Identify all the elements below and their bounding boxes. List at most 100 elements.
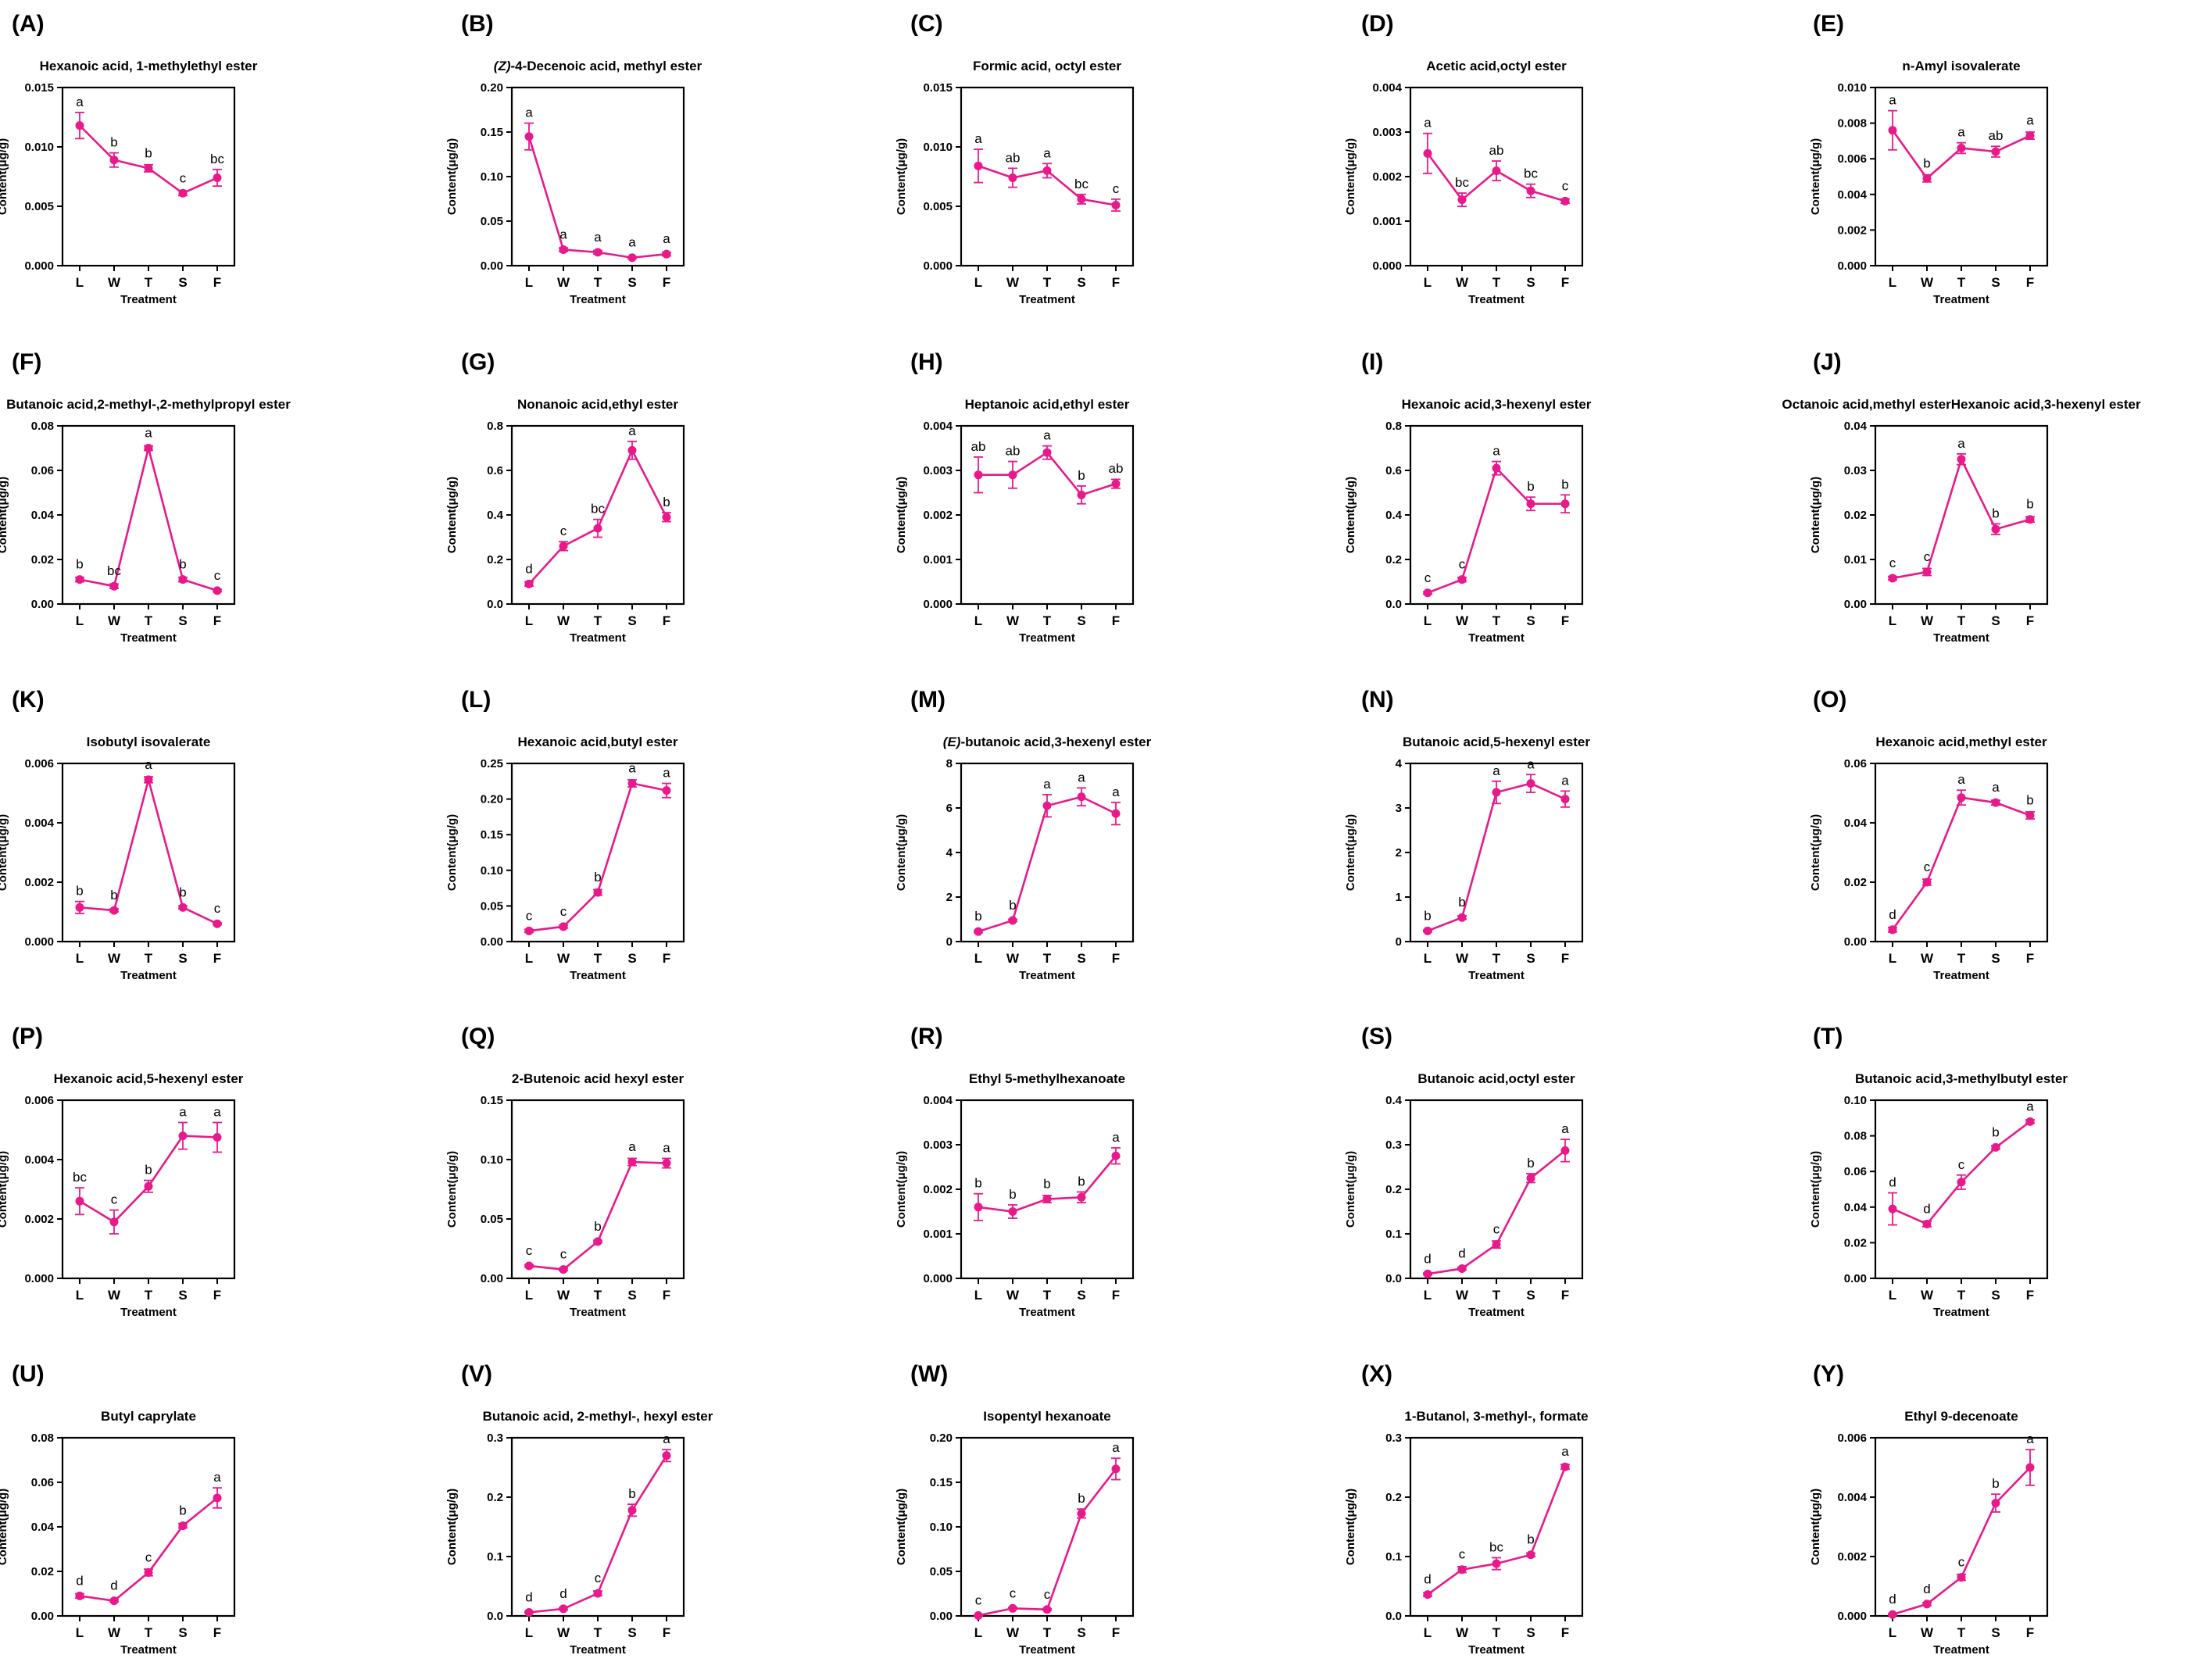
data-point bbox=[1423, 1590, 1432, 1600]
y-tick-label: 0.10 bbox=[1844, 1094, 1867, 1107]
data-point bbox=[1111, 1151, 1121, 1160]
y-tick-label: 0.1 bbox=[1385, 1228, 1402, 1241]
chart-panel: (U) Butyl caprylate 0.00 0.02 0.04 0.06 0.08 L W… bbox=[0, 1361, 236, 1657]
data-point bbox=[1957, 1573, 1966, 1582]
data-point bbox=[627, 253, 637, 263]
data-point bbox=[2025, 515, 2035, 524]
chart-title: Hexanoic acid, 1-methylethyl ester bbox=[40, 59, 258, 73]
x-tick-label: F bbox=[1561, 951, 1569, 966]
significance-letter: c bbox=[214, 568, 221, 583]
significance-letter: d bbox=[110, 1578, 117, 1593]
panel-tag: (F) bbox=[12, 349, 41, 375]
y-tick-label: 0.00 bbox=[481, 259, 503, 273]
y-axis-title: Content(μg/g) bbox=[895, 138, 908, 215]
x-tick-label: F bbox=[1112, 613, 1120, 628]
significance-letter: a bbox=[1492, 763, 1500, 778]
y-tick-label: 0.10 bbox=[481, 1153, 503, 1167]
data-point bbox=[213, 1133, 222, 1142]
x-tick-label: F bbox=[2026, 1625, 2034, 1640]
x-tick-label: W bbox=[1921, 1625, 1934, 1640]
significance-letter: ab bbox=[1989, 128, 2004, 143]
y-tick-label: 0.4 bbox=[487, 509, 504, 522]
plot-frame bbox=[1874, 86, 2049, 267]
x-tick-label: L bbox=[1424, 1288, 1432, 1303]
y-tick-label: 0.000 bbox=[24, 935, 54, 949]
x-axis-title: Treatment bbox=[570, 1306, 626, 1319]
significance-letter: a bbox=[663, 1432, 670, 1446]
x-axis-title: Treatment bbox=[120, 293, 177, 306]
y-tick-label: 0.0 bbox=[1385, 1272, 1402, 1285]
data-point bbox=[178, 903, 188, 912]
significance-letter: b bbox=[1992, 1124, 1999, 1139]
significance-letter: a bbox=[1043, 145, 1051, 160]
significance-letter: a bbox=[559, 227, 567, 241]
y-axis-title: Content(μg/g) bbox=[1809, 1151, 1822, 1228]
y-tick-label: 2 bbox=[946, 891, 953, 904]
chart-panel: (K) Isobutyl isovalerate 0.000 0.002 0.004 0.… bbox=[0, 687, 236, 982]
y-axis-title: Content(μg/g) bbox=[895, 1489, 908, 1565]
data-point bbox=[1888, 1204, 1897, 1214]
x-axis-title: Treatment bbox=[120, 1643, 177, 1657]
data-point bbox=[1888, 126, 1897, 135]
y-tick-label: 0.000 bbox=[923, 1272, 953, 1285]
data-point bbox=[1492, 788, 1501, 797]
x-tick-label: W bbox=[1456, 1625, 1469, 1640]
x-axis-title: Treatment bbox=[1468, 1306, 1525, 1319]
chart-panel: (F) Butanoic acid,2-methyl-,2-methylpropy… bbox=[0, 349, 291, 645]
significance-letter: a bbox=[1889, 93, 1896, 108]
y-axis-title: Content(μg/g) bbox=[445, 1489, 459, 1565]
x-axis-title: Treatment bbox=[120, 1306, 177, 1319]
data-point bbox=[1008, 916, 1017, 925]
significance-letter: d bbox=[1889, 1175, 1896, 1190]
panel-tag: (Q) bbox=[461, 1024, 495, 1049]
y-axis-title: Content(μg/g) bbox=[1809, 814, 1822, 891]
significance-letter: b bbox=[2026, 497, 2033, 512]
x-tick-label: L bbox=[1889, 951, 1896, 966]
x-tick-label: S bbox=[178, 951, 187, 966]
x-axis-title: Treatment bbox=[120, 969, 177, 982]
x-tick-label: L bbox=[1424, 275, 1432, 290]
x-tick-label: F bbox=[213, 275, 221, 290]
significance-letter: a bbox=[1957, 125, 1965, 140]
x-tick-label: F bbox=[2026, 613, 2034, 628]
data-point bbox=[1423, 588, 1432, 598]
chart-panel: (Y) Ethyl 9-decenoate 0.000 0.002 0.004 0.006… bbox=[1809, 1361, 2049, 1657]
significance-letter: c bbox=[560, 1247, 567, 1262]
panel-tag: (I) bbox=[1361, 349, 1383, 375]
y-tick-label: 0.3 bbox=[1385, 1138, 1402, 1152]
significance-letter: b bbox=[628, 1486, 635, 1501]
y-tick-label: 0.10 bbox=[481, 170, 503, 184]
data-point bbox=[1888, 574, 1897, 583]
significance-letter: d bbox=[525, 561, 532, 576]
y-tick-label: 0.010 bbox=[24, 141, 54, 154]
data-point bbox=[593, 888, 602, 897]
x-axis-title: Treatment bbox=[1019, 969, 1075, 982]
data-point bbox=[178, 188, 188, 198]
y-tick-label: 0.08 bbox=[31, 1432, 54, 1445]
significance-letter: bc bbox=[107, 563, 121, 578]
y-tick-label: 0.02 bbox=[31, 553, 54, 567]
significance-letter: c bbox=[1425, 570, 1432, 585]
x-tick-label: S bbox=[1077, 1288, 1085, 1303]
chart-panel: (A) Hexanoic acid, 1-methylethyl ester 0.0… bbox=[0, 11, 258, 306]
y-tick-label: 0.6 bbox=[1385, 464, 1402, 477]
data-point bbox=[627, 1506, 637, 1515]
data-point bbox=[593, 1237, 602, 1246]
data-point bbox=[109, 1217, 119, 1227]
data-point bbox=[75, 1196, 84, 1206]
significance-letter: a bbox=[179, 1105, 187, 1120]
significance-letter: d bbox=[525, 1589, 532, 1604]
data-point bbox=[593, 248, 602, 257]
data-point bbox=[974, 1203, 983, 1212]
significance-letter: a bbox=[213, 1105, 221, 1120]
y-tick-label: 0.20 bbox=[481, 81, 503, 95]
y-tick-label: 0.00 bbox=[930, 1610, 953, 1623]
data-point bbox=[1492, 1559, 1501, 1568]
panel-tag: (W) bbox=[910, 1361, 948, 1387]
x-tick-label: F bbox=[1561, 613, 1569, 628]
data-point bbox=[1457, 575, 1467, 584]
data-point bbox=[1526, 499, 1535, 509]
data-point bbox=[627, 779, 637, 788]
x-axis-title: Treatment bbox=[1468, 293, 1525, 306]
